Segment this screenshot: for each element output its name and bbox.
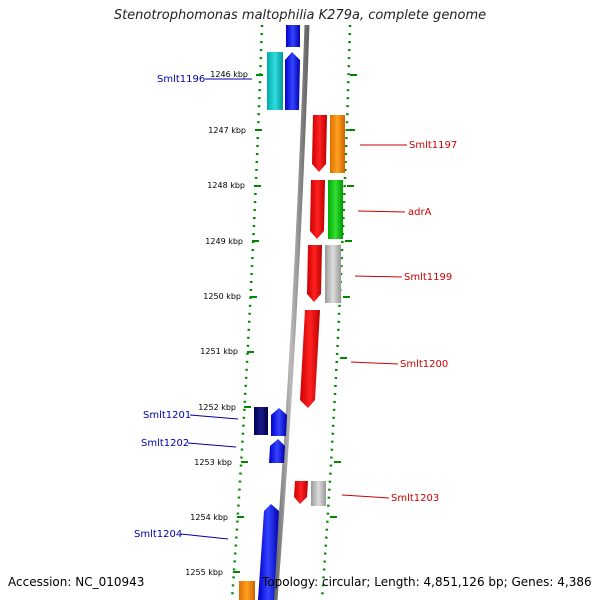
right-boundary-line [320,24,352,600]
gene-label-smlt1199[interactable]: Smlt1199 [404,272,452,283]
gene-block-bottom-orange[interactable] [239,581,255,600]
gene-arrow-smlt1202-blue[interactable] [269,439,285,463]
genome-summary-text: Topology: circular; Length: 4,851,126 bp… [262,575,592,589]
kbp-label: 1255 kbp [185,568,223,577]
gene-label-smlt1203[interactable]: Smlt1203 [391,493,439,504]
gene-arrow-smlt1201-blue[interactable] [271,408,287,436]
gene-label-smlt1197[interactable]: Smlt1197 [409,140,457,151]
kbp-label: 1247 kbp [208,126,246,135]
gene-arrow-smlt1200-red[interactable] [300,310,320,408]
gene-arrow-smlt1203-red[interactable] [294,481,308,504]
leader-line-smlt1200 [350,361,399,365]
kbp-label: 1253 kbp [194,458,232,467]
accession-text: Accession: NC_010943 [8,575,145,589]
leader-line-smlt1201 [189,414,239,420]
kbp-label: 1248 kbp [207,181,245,190]
kbp-label: 1246 kbp [210,70,248,79]
genome-backbone [272,24,310,600]
gene-label-smlt1202[interactable]: Smlt1202 [141,438,189,449]
gene-block-adrA-green[interactable] [328,180,343,239]
gene-block-smlt1201-navy[interactable] [254,407,268,435]
kbp-label: 1252 kbp [198,403,236,412]
gene-label-smlt1200[interactable]: Smlt1200 [400,359,448,370]
kbp-label: 1250 kbp [203,292,241,301]
gene-label-smlt1204[interactable]: Smlt1204 [134,529,182,540]
leader-line-smlt1203 [341,494,390,499]
kbp-label: 1251 kbp [200,347,238,356]
leader-line-adrA [357,210,406,213]
gene-block-smlt1199-grey[interactable] [325,245,341,303]
kbp-label: 1254 kbp [190,513,228,522]
gene-arrow-adrA-red[interactable] [310,180,325,239]
gene-arrow-smlt1197-red[interactable] [312,115,327,172]
gene-arrow-smlt1204-blue[interactable] [258,504,279,600]
gene-block-smlt1203-grey[interactable] [311,481,326,506]
gene-arrow-smlt1196-blue[interactable] [285,52,300,110]
leader-line-smlt1199 [354,275,403,278]
gene-arrow-smlt1199-red[interactable] [307,245,322,302]
kbp-label: 1249 kbp [205,237,243,246]
gene-label-adrA[interactable]: adrA [408,207,432,218]
gene-block-top-blue[interactable] [286,25,300,47]
gene-block-smlt1196-cyan[interactable] [267,52,283,110]
map-title: Stenotrophomonas maltophilia K279a, comp… [113,8,487,23]
gene-label-smlt1201[interactable]: Smlt1201 [143,410,191,421]
gene-block-smlt1197-orange[interactable] [330,115,345,173]
gene-label-smlt1196[interactable]: Smlt1196 [157,74,205,85]
leader-line-smlt1202 [187,442,237,448]
tick-marks [233,74,357,573]
leader-line-smlt1204 [180,533,229,540]
left-boundary-line [230,24,264,600]
